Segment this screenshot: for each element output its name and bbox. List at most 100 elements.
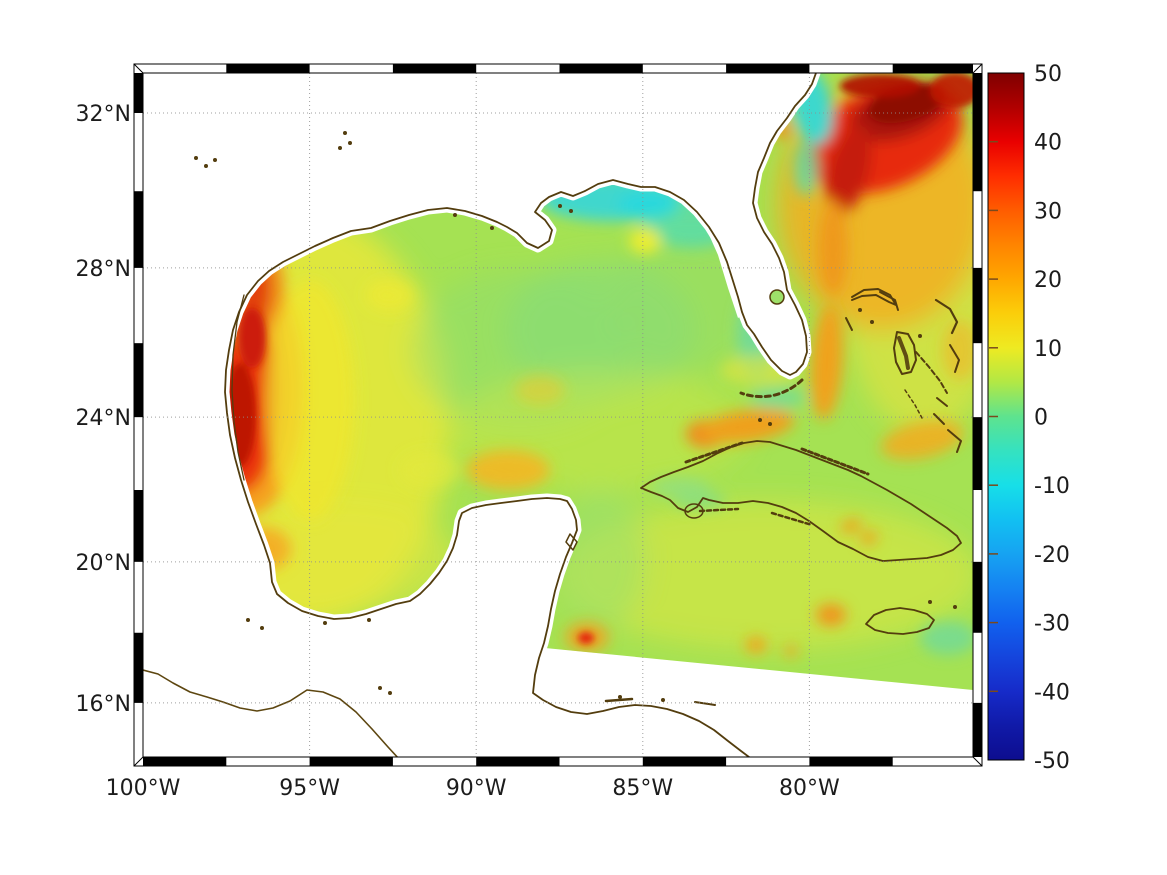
field-feature <box>750 387 806 409</box>
coastlines <box>143 73 962 757</box>
lake-okeechobee <box>769 289 785 305</box>
field-feature <box>942 320 973 380</box>
field-feature <box>784 645 798 657</box>
colorbar-tick-label: 10 <box>1034 337 1062 362</box>
x-tick-label: 85°W <box>612 776 673 801</box>
island-speck <box>338 146 342 150</box>
island-speck <box>246 618 250 622</box>
coastline-texas-lagoon <box>231 294 245 481</box>
island-speck <box>858 308 862 312</box>
coastline-gulf-of-mexico <box>224 73 817 757</box>
island-speck <box>661 698 665 702</box>
frame-segment-top <box>559 64 643 73</box>
island-speck <box>348 141 352 145</box>
land-gap-big-bend <box>691 198 748 318</box>
bahamas-andros-inner <box>897 336 910 370</box>
field-feature <box>578 632 594 644</box>
bahamas-eleuthera <box>934 298 959 335</box>
y-tick-label: 32°N <box>76 102 131 127</box>
frame-band <box>973 64 982 766</box>
frame-segment-right <box>973 702 982 757</box>
x-axis-labels: 100°W 95°W 90°W 85°W 80°W <box>106 776 840 801</box>
frame-segment-left <box>134 490 143 562</box>
island-speck <box>618 695 622 699</box>
bahamas-crooked <box>936 397 948 407</box>
field-feature <box>816 604 846 626</box>
cuba-keys-north-east <box>800 447 870 476</box>
island-speck <box>953 605 957 609</box>
island-speck <box>870 320 874 324</box>
field-feature <box>515 375 565 405</box>
y-axis-labels: 32°N 28°N 24°N 20°N 16°N <box>76 102 131 717</box>
frame-segment-top <box>726 64 810 73</box>
frame-segment-right <box>973 417 982 491</box>
frame-corner-miter <box>972 63 983 74</box>
field-feature <box>810 304 844 420</box>
colorbar-ticks <box>989 140 998 693</box>
bahamas-acklins <box>933 413 945 425</box>
frame-outer-outline <box>133 63 983 767</box>
x-tick-label: 100°W <box>106 776 181 801</box>
bahamas-bimini <box>845 317 853 331</box>
colorbar-tick-label: 0 <box>1034 406 1048 431</box>
colorbar-tick-labels: 50 40 30 20 10 0 -10 -20 -30 -40 -50 <box>1034 62 1070 774</box>
map-frame <box>133 63 983 767</box>
island-speck <box>378 686 382 690</box>
cuba-keys-south-2 <box>770 511 814 527</box>
field-feature <box>880 420 964 460</box>
colorbar-tick-label: 20 <box>1034 268 1062 293</box>
frame-segment-bottom <box>809 757 893 766</box>
frame-corner-miter <box>133 63 144 74</box>
jamaica-outline <box>865 607 935 635</box>
field-feature <box>818 200 848 296</box>
island-speck <box>323 621 327 625</box>
frame-band <box>134 64 982 73</box>
colorbar-tick-label: 40 <box>1034 131 1062 156</box>
island-speck <box>768 422 772 426</box>
island-speck <box>758 418 762 422</box>
island-speck <box>260 626 264 630</box>
colorbar-tick-label: 50 <box>1034 62 1062 87</box>
colorbar-tick-label: -40 <box>1034 680 1070 705</box>
y-tick-label: 20°N <box>76 551 131 576</box>
field-feature <box>466 450 550 490</box>
field-feature <box>265 280 355 520</box>
frame-segment-right <box>973 267 982 344</box>
field-feature <box>860 531 878 545</box>
frame-segment-right <box>973 73 982 192</box>
field-feature <box>840 519 862 533</box>
bahamas-inagua <box>947 429 962 453</box>
island-speck <box>343 131 347 135</box>
bahamas-abaco <box>879 291 899 311</box>
island-speck <box>569 209 573 213</box>
island-speck <box>453 213 457 217</box>
island-speck <box>213 158 217 162</box>
small-island-specks <box>194 131 957 702</box>
field-feature <box>840 74 920 98</box>
island-speck <box>918 334 922 338</box>
colorbar: 50 40 30 20 10 0 -10 -20 -30 -40 -50 <box>987 62 1070 774</box>
field-feature <box>930 73 973 108</box>
cozumel-outline <box>565 533 578 551</box>
colorbar-tick-label: -20 <box>1034 543 1070 568</box>
field-feature <box>238 308 266 368</box>
field-feature <box>366 279 414 311</box>
frame-segment-left <box>134 73 143 113</box>
cuba-keys-north-west <box>684 441 744 464</box>
bahamas-exuma-chain <box>915 351 948 394</box>
colorbar-tick-label: -50 <box>1034 749 1070 774</box>
field-feature <box>826 125 872 215</box>
field-feature <box>629 228 661 254</box>
colorbar-tick-label: -30 <box>1034 612 1070 637</box>
field-feature <box>794 140 818 196</box>
colorbar-tick-label: 30 <box>1034 199 1062 224</box>
frame-segment-left <box>134 632 143 703</box>
island-speck <box>204 164 208 168</box>
island-speck <box>194 156 198 160</box>
field-feature <box>618 191 678 219</box>
frame-segment-bottom <box>642 757 727 766</box>
coastline-pacific-mexico <box>143 669 399 757</box>
colorbar-tick-label: -10 <box>1034 474 1070 499</box>
